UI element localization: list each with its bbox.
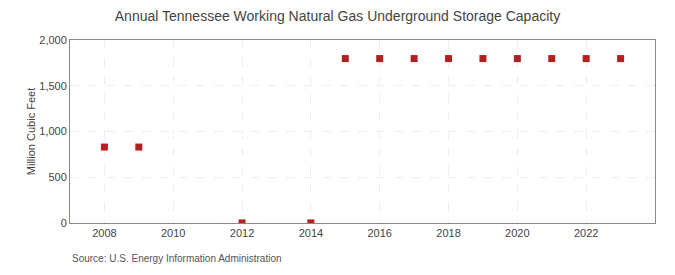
svg-text:2014: 2014 <box>299 227 323 239</box>
svg-text:1,000: 1,000 <box>39 125 67 137</box>
svg-text:2012: 2012 <box>230 227 254 239</box>
svg-text:2,000: 2,000 <box>39 34 67 46</box>
svg-text:2018: 2018 <box>436 227 460 239</box>
svg-text:2016: 2016 <box>367 227 391 239</box>
svg-text:0: 0 <box>61 217 67 229</box>
svg-text:1,500: 1,500 <box>39 80 67 92</box>
svg-text:2010: 2010 <box>161 227 185 239</box>
svg-text:2020: 2020 <box>505 227 529 239</box>
svg-text:2022: 2022 <box>574 227 598 239</box>
svg-text:Million Cubic Feet: Million Cubic Feet <box>25 88 37 175</box>
svg-text:Annual Tennessee Working Natur: Annual Tennessee Working Natural Gas Und… <box>115 8 560 24</box>
svg-text:500: 500 <box>48 171 66 183</box>
svg-text:Source: U.S. Energy Informatio: Source: U.S. Energy Information Administ… <box>72 253 282 264</box>
svg-text:2008: 2008 <box>92 227 116 239</box>
